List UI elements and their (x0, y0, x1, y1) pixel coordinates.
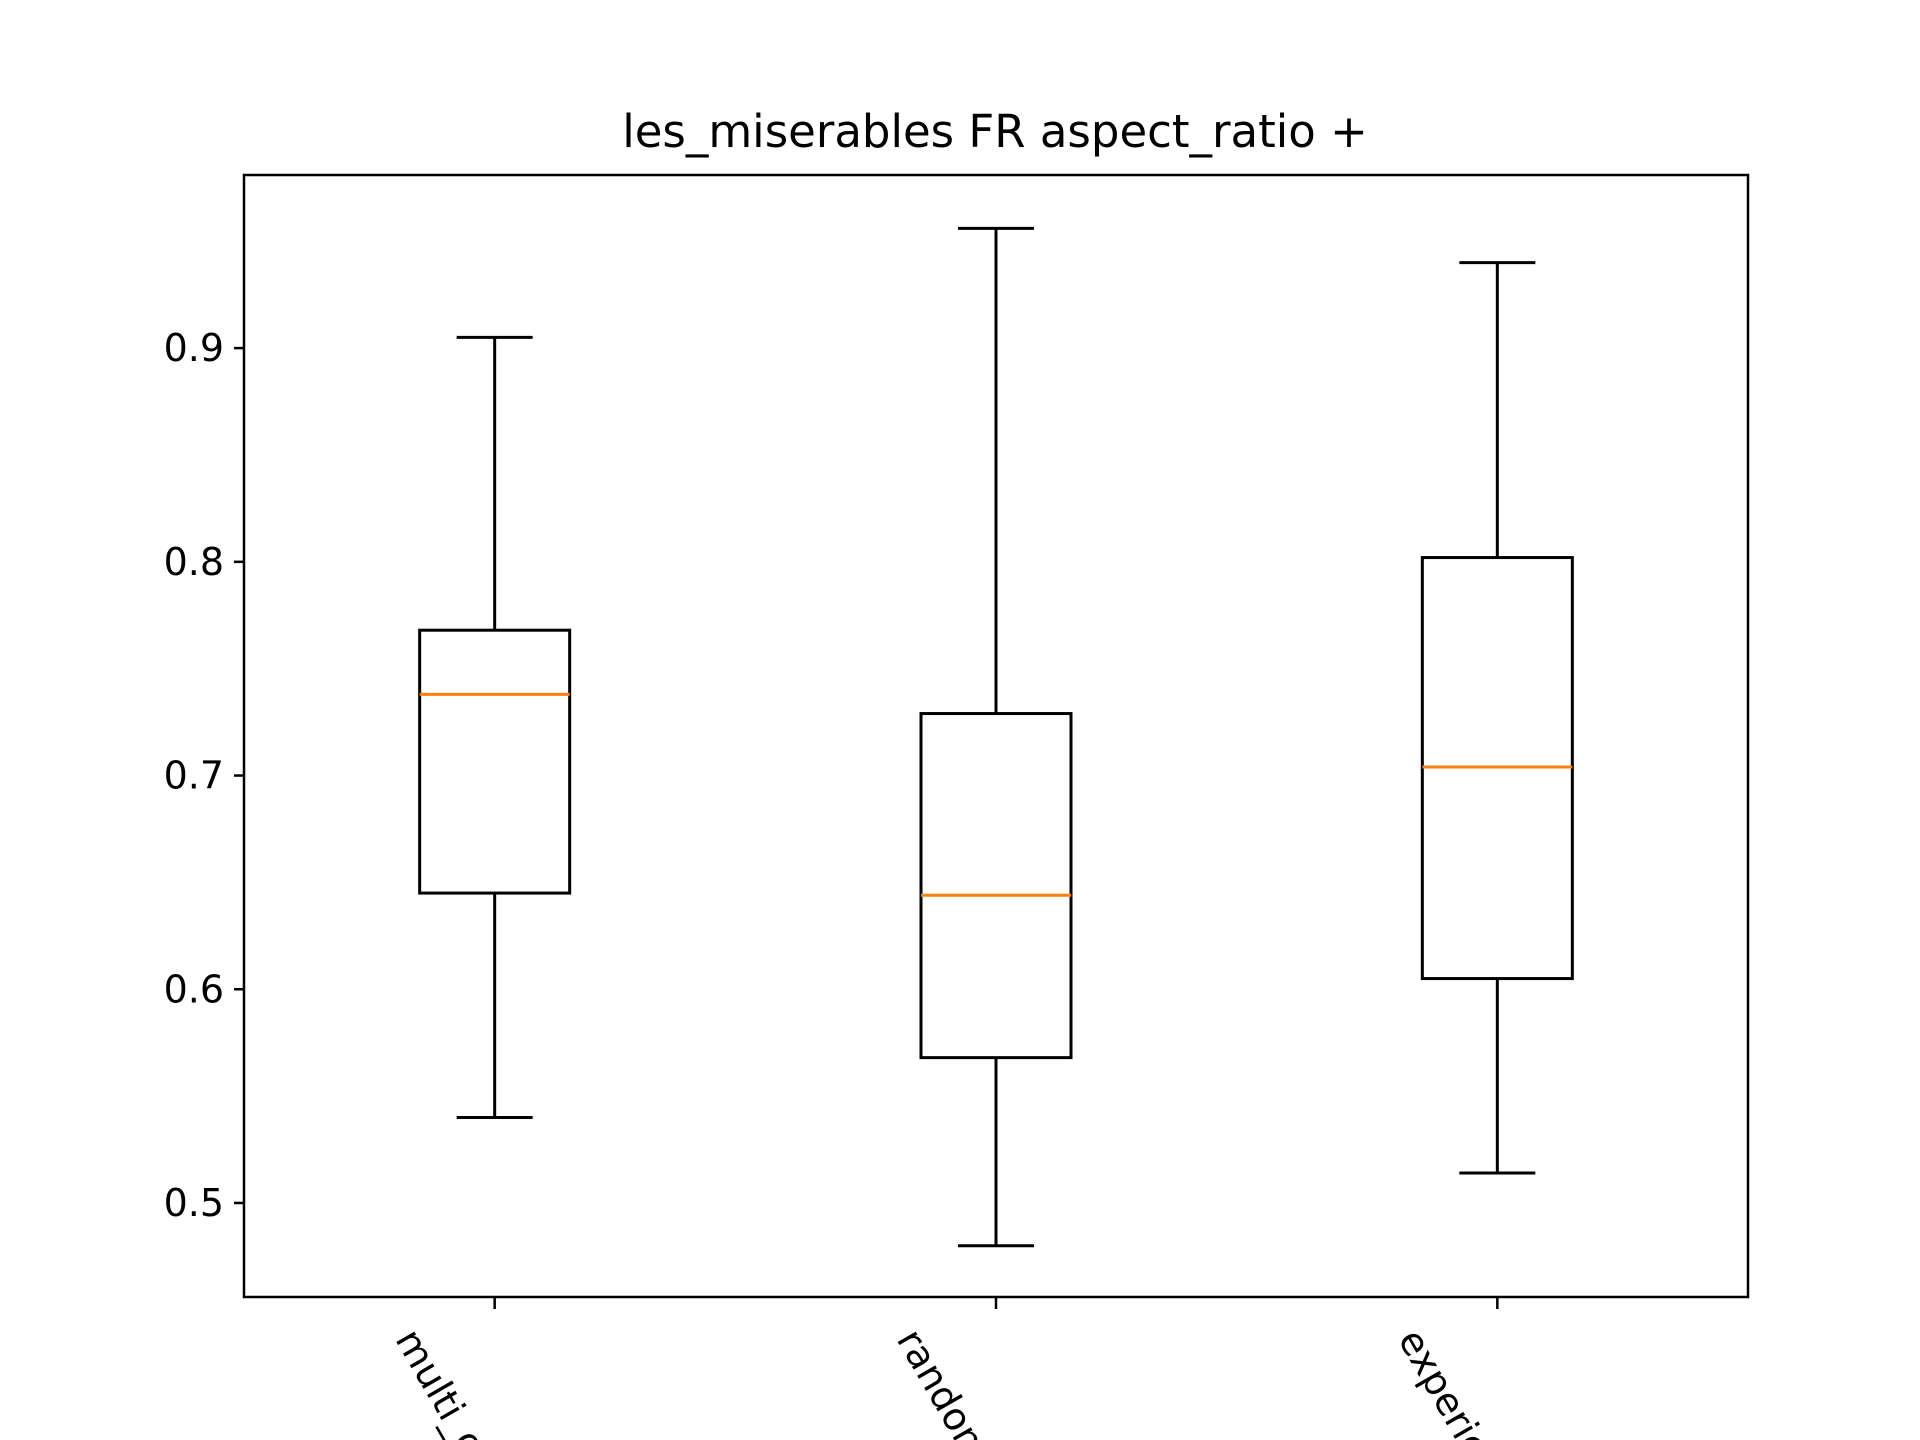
iqr-box (919, 712, 1073, 1060)
x-axis: multi_o random experie (387, 1297, 1499, 1440)
x-tick-label: multi_o (387, 1322, 495, 1440)
y-tick-label: 0.8 (164, 540, 224, 584)
boxes-group (418, 226, 1574, 1248)
y-tick-label: 0.9 (164, 326, 224, 370)
chart-title: les_miserables FR aspect_ratio + (622, 105, 1368, 158)
iqr-box (418, 628, 572, 895)
y-axis: 0.5 0.6 0.7 0.8 0.9 (164, 326, 244, 1225)
y-tick-label: 0.6 (164, 967, 224, 1011)
y-tick-label: 0.5 (164, 1181, 224, 1225)
y-tick-label: 0.7 (164, 754, 224, 798)
x-tick-label: random (888, 1322, 1000, 1440)
x-tick-label: experie (1390, 1322, 1499, 1440)
